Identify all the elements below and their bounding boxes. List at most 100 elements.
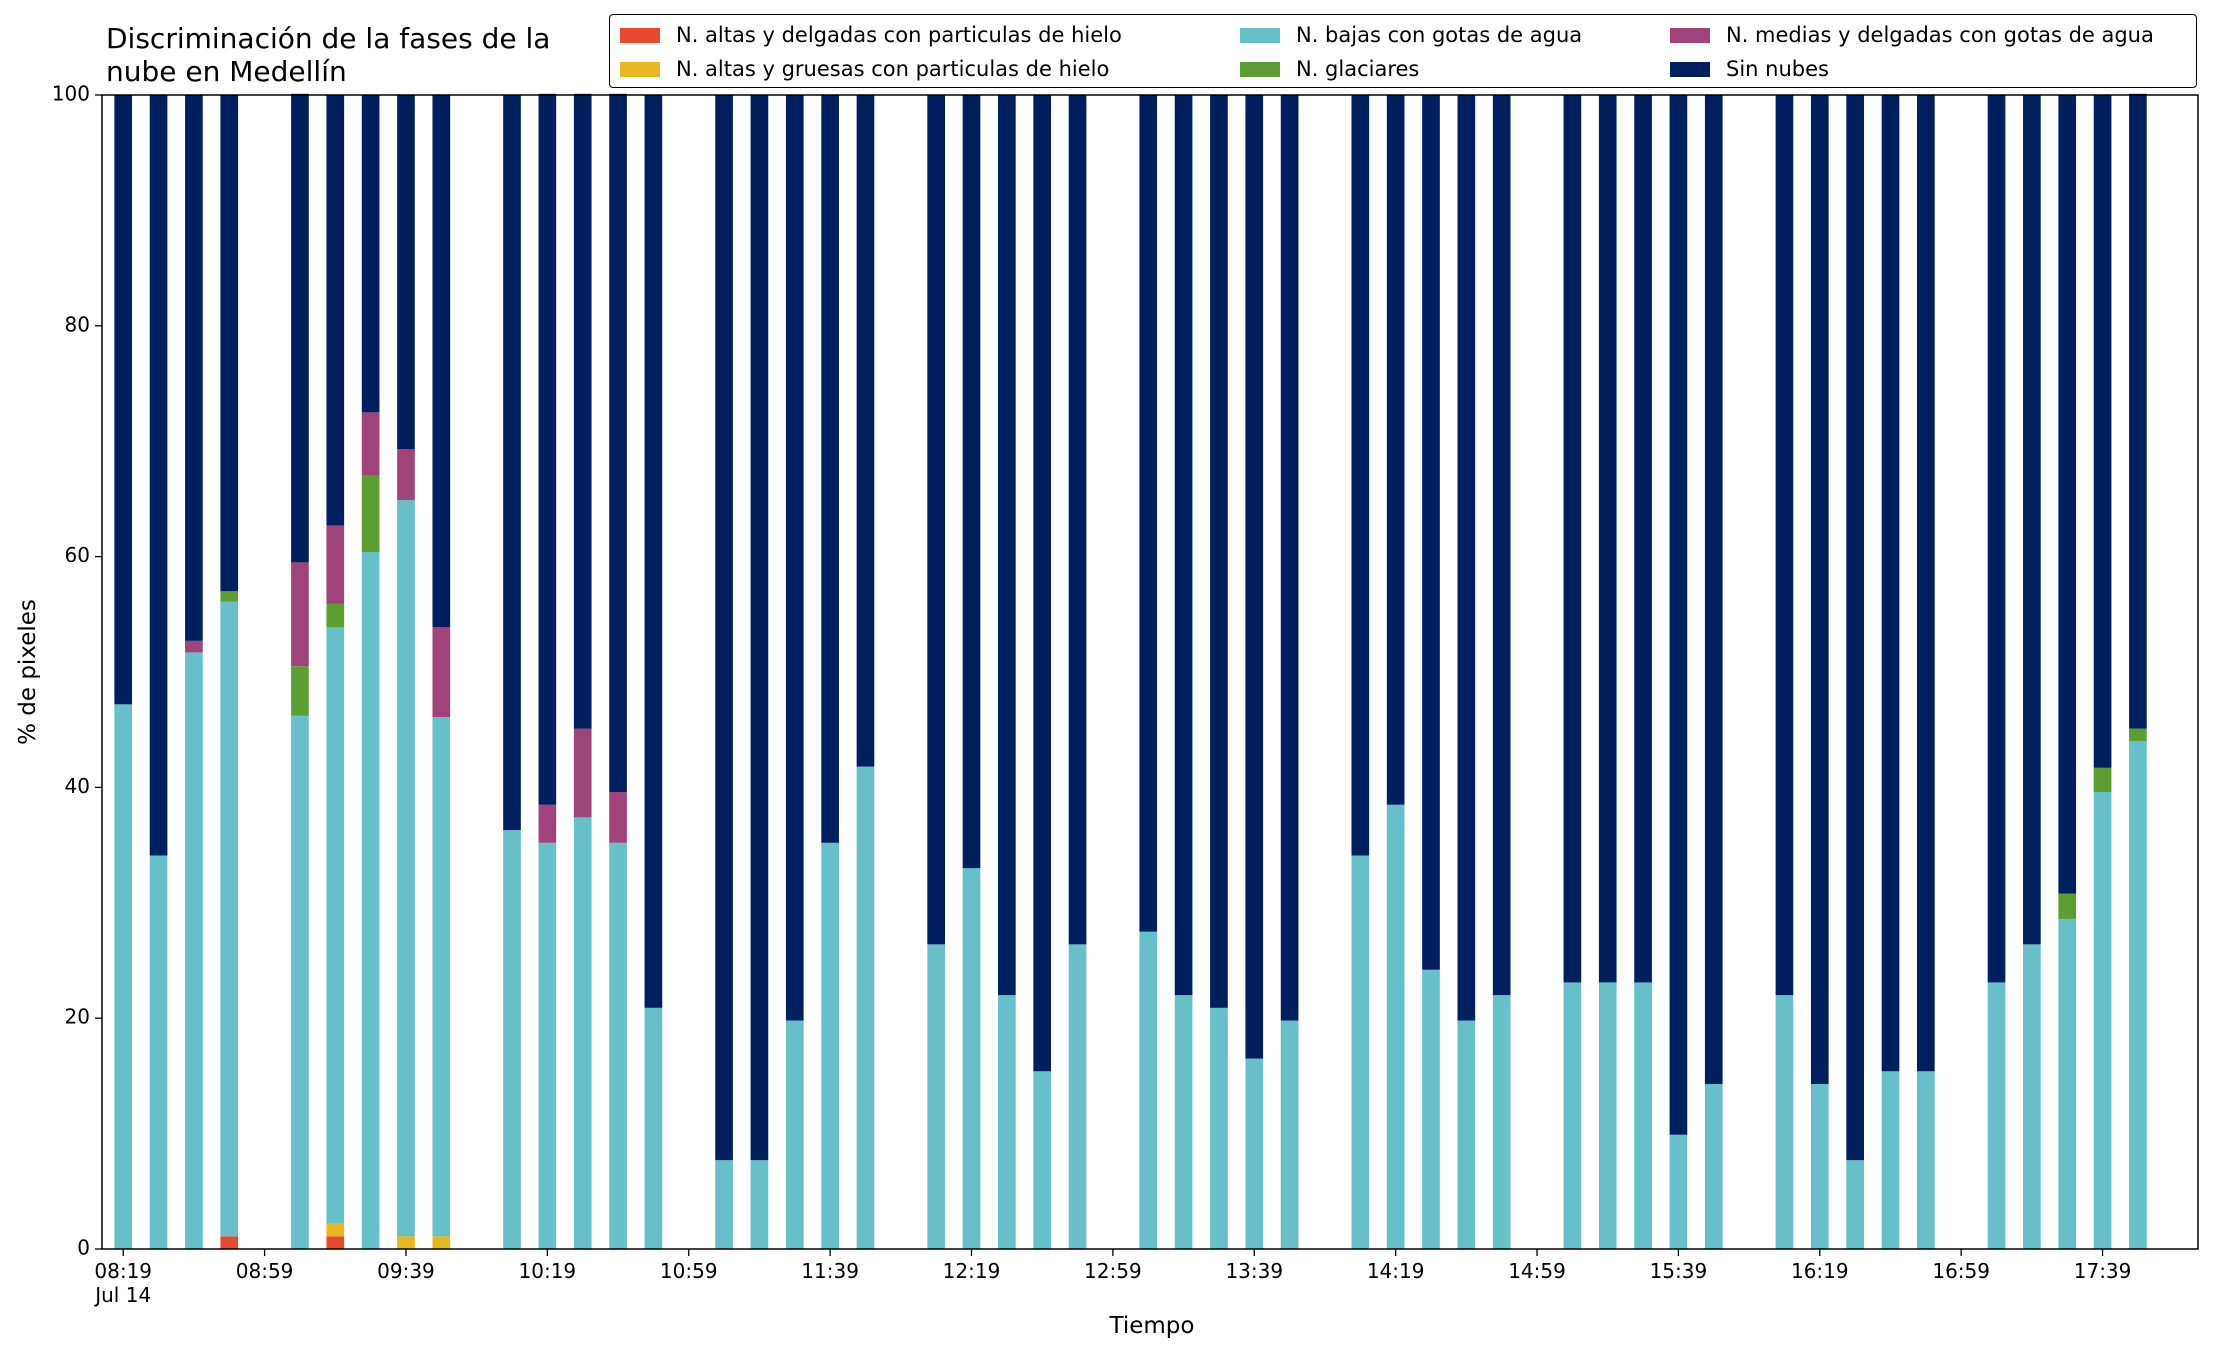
bar-segment [538,93,557,805]
bar-segment [1563,982,1582,1249]
x-tick-label: 11:39 [801,1259,859,1283]
legend-swatch [1240,61,1280,77]
bar-segment [1174,95,1193,996]
bar-segment [1704,1083,1723,1249]
bar-segment [1139,931,1158,1249]
bar-segment [1846,95,1864,1161]
bar-segment [1422,95,1440,970]
bar-segment [1810,1083,1829,1249]
bar-segment [750,95,769,1161]
bar-segment [2058,893,2077,919]
bar-segment [538,842,557,1249]
bar-segment [2129,741,2147,1249]
legend-label: N. altas y gruesas con particulas de hie… [676,57,1110,81]
legend-entry: N. altas y delgadas con particulas de hi… [620,18,1240,52]
bar-segment [1669,1134,1688,1249]
legend-swatch [620,27,660,43]
y-tick-label: 0 [77,1236,90,1260]
bar-segment [2023,944,2041,1249]
legend-swatch [620,61,660,77]
bar-segment [1987,95,2006,983]
bar-segment [291,562,309,667]
x-tick-label: 08:19 Jul 14 [94,1259,153,1307]
bar-segment [503,830,521,1249]
bar-segment [326,603,345,627]
bar-segment [785,95,804,1021]
bar-segment [503,95,521,831]
bar-segment [1634,982,1652,1249]
bar-segment [1386,95,1405,805]
bar-segment [2093,767,2112,793]
bar-segment [1245,1058,1264,1249]
bar-segment [291,715,309,1249]
bar-segment [149,855,168,1249]
bar-segment [361,551,380,1249]
bar-segment [220,1236,239,1249]
bar-segment [538,804,557,843]
x-tick-label: 09:39 [377,1259,435,1283]
bar-segment [1492,95,1511,996]
bar-segment [114,704,133,1249]
bar-segment [1917,95,1935,1072]
bar-segment [1775,995,1794,1249]
legend-swatch [1670,61,1710,77]
bar-segment [220,95,239,592]
bar-segment [573,728,592,818]
bar-segment [185,652,203,1249]
bar-segment [326,1236,345,1249]
bar-segment [1598,95,1617,983]
legend-label: N. altas y delgadas con particulas de hi… [676,23,1122,47]
bar-segment [1210,1007,1228,1249]
legend: N. altas y delgadas con particulas de hi… [609,14,2197,88]
bar-segment [326,1223,345,1237]
y-tick-label: 80 [65,312,90,336]
bar-segment [1068,944,1087,1249]
legend-label: N. glaciares [1296,57,1420,81]
bar-segment [185,95,203,641]
bar-segment [1881,95,1900,1072]
bar-segment [1280,95,1299,1021]
bar-segment [361,475,380,552]
bar-segment [291,666,309,716]
x-tick-label: 10:19 [518,1259,577,1283]
legend-label: N. medias y delgadas con gotas de agua [1726,23,2154,47]
bar-segment [927,944,945,1249]
bar-segment [821,95,839,843]
bar-segment [927,95,945,945]
legend-label: N. bajas con gotas de agua [1296,23,1583,47]
bar-segment [1457,1020,1476,1249]
legend-entry: N. glaciares [1240,52,1670,86]
x-tick-label: 16:19 [1790,1259,1849,1283]
bar-segment [2023,95,2041,945]
legend-entry: N. bajas con gotas de agua [1240,18,1670,52]
bar-segment [361,412,380,476]
chart-title: Discriminación de la fases de la nube en… [106,22,551,88]
bar-segment [326,95,345,526]
bar-segment [1457,95,1476,1021]
y-axis-label: % de pixeles [15,599,41,745]
bar-segment [856,95,875,767]
x-tick-label: 14:59 [1508,1259,1566,1283]
bar-segment [573,817,592,1249]
bar-segment [644,95,663,1008]
bar-segment [1422,969,1440,1249]
bar-segment [750,1160,769,1249]
bar-segment [1068,95,1087,945]
legend-swatch [1670,27,1710,43]
x-tick-label: 10:59 [659,1259,718,1283]
bar-segment [220,591,239,602]
legend-label: Sin nubes [1726,57,1829,81]
bar-segment [1351,95,1370,856]
bar-segment [1917,1071,1935,1249]
bar-segment [1881,1071,1900,1249]
bar-segment [1492,995,1511,1249]
bar-segment [998,995,1016,1249]
x-axis-label: Tiempo [1109,1313,1195,1339]
bar-segment [1563,95,1582,983]
bar-segment [715,95,733,1161]
bar-segment [397,500,415,1237]
bar-segment [609,93,627,793]
bar-segment [998,95,1016,996]
bar-segment [1139,95,1158,932]
